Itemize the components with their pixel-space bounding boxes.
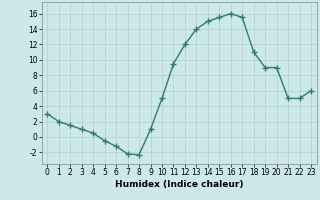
X-axis label: Humidex (Indice chaleur): Humidex (Indice chaleur) (115, 180, 244, 189)
